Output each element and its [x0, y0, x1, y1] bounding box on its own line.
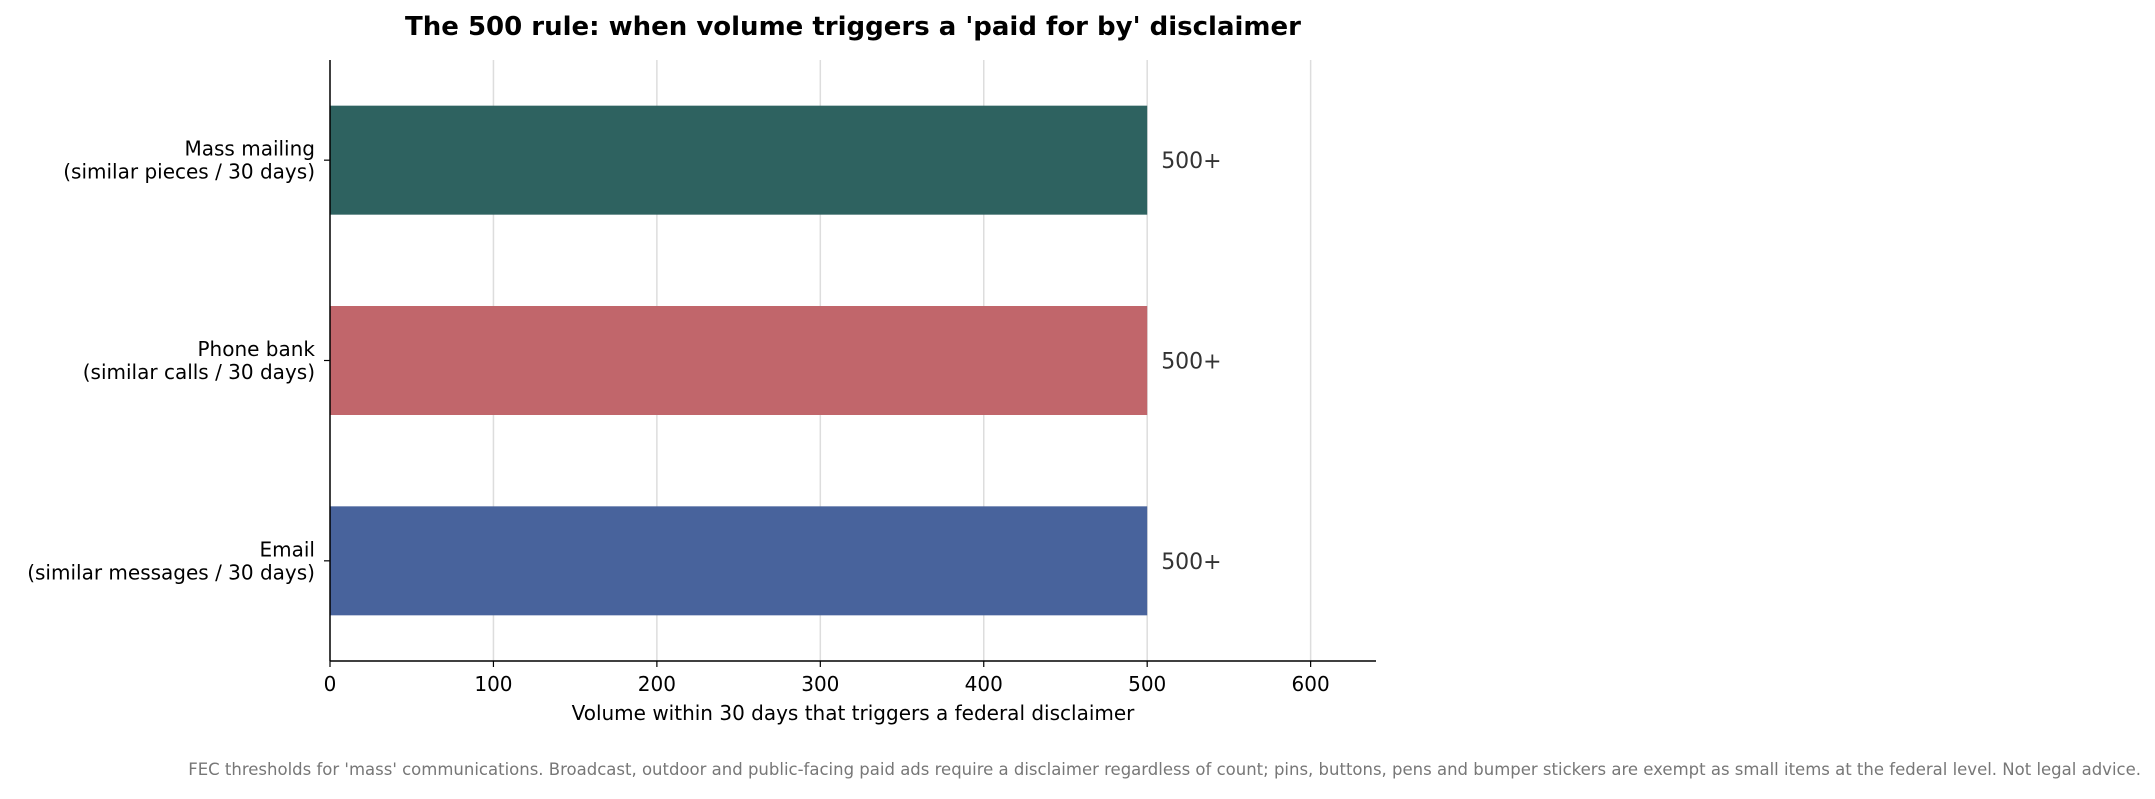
labels: Mass mailing (similar pieces / 30 days) 50…	[27, 137, 1330, 696]
x-axis-label: Volume within 30 days that triggers a fe…	[572, 701, 1136, 725]
x-tick-label-100: 100	[474, 672, 512, 696]
bar-0	[330, 105, 1148, 215]
x-tick-label-500: 500	[1128, 672, 1166, 696]
y-tick-label-0: Mass mailing (similar pieces / 30 days)	[63, 137, 315, 184]
bar-1	[330, 306, 1148, 415]
y-tick-label-2: Email (similar messages / 30 days)	[27, 537, 315, 584]
x-tick-label-400: 400	[965, 672, 1003, 696]
data-label-2: 500+	[1161, 550, 1221, 575]
y-tick-label-1: Phone bank (similar calls / 30 days)	[83, 337, 316, 384]
x-tick-label-0: 0	[324, 672, 337, 696]
data-label-0: 500+	[1161, 149, 1221, 174]
chart-title: The 500 rule: when volume triggers a 'pa…	[405, 12, 1301, 42]
axes	[324, 60, 1376, 667]
x-tick-label-300: 300	[801, 672, 839, 696]
x-tick-label-600: 600	[1292, 672, 1330, 696]
x-tick-label-200: 200	[638, 672, 676, 696]
footnote: FEC thresholds for 'mass' communications…	[188, 760, 2141, 779]
bar-2	[330, 506, 1148, 616]
data-label-1: 500+	[1161, 350, 1221, 375]
bars	[330, 105, 1148, 616]
